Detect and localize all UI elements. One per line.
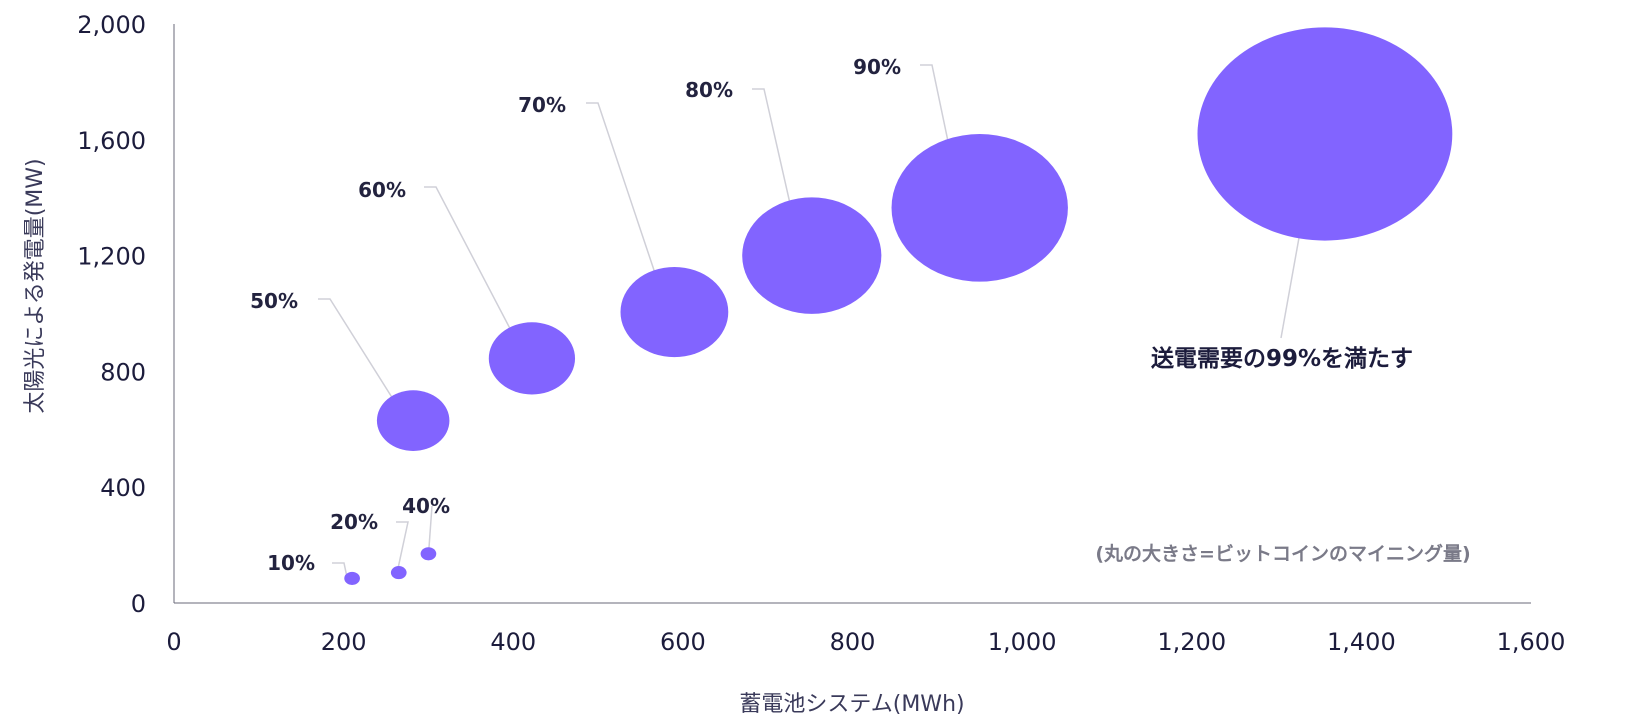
bubble-label: 70%: [518, 93, 566, 117]
y-tick-label: 400: [100, 474, 146, 502]
bubble: [390, 566, 407, 580]
y-tick-label: 800: [100, 358, 146, 386]
leader-line: [586, 102, 657, 275]
y-tick-label: 0: [131, 590, 146, 618]
x-tick-label: 200: [321, 628, 367, 656]
y-tick-label: 1,600: [77, 127, 146, 155]
leader-line: [920, 64, 950, 147]
leader-line: [752, 88, 792, 207]
bubbles: [344, 27, 1453, 585]
leader-line: [428, 505, 433, 548]
leader-line: [318, 298, 394, 400]
x-tick-label: 1,400: [1327, 628, 1396, 656]
bubble-label: 50%: [250, 289, 298, 313]
y-tick-label: 2,000: [77, 11, 146, 39]
bubble: [488, 322, 576, 395]
bubble: [891, 134, 1068, 282]
bubble: [742, 197, 882, 314]
bubble: [344, 571, 360, 585]
x-tick-label: 0: [166, 628, 181, 656]
leader-line: [1280, 227, 1302, 339]
x-tick-label: 600: [660, 628, 706, 656]
bubble: [620, 266, 729, 358]
bubble-label: 80%: [685, 78, 733, 102]
axes: 0 200 400 600 800 1,000 1,200 1,400 1,600 0 400 800…: [77, 11, 1565, 656]
x-tick-label: 1,600: [1497, 628, 1566, 656]
bubble-label: 90%: [853, 55, 901, 79]
leader-line: [424, 186, 512, 332]
leader-line: [332, 562, 348, 575]
y-axis-title: 太陽光による発電量(MW): [23, 158, 48, 413]
x-axis-title: 蓄電池システム(MWh): [739, 692, 964, 717]
leader-line: [396, 521, 409, 567]
x-tick-label: 1,000: [988, 628, 1057, 656]
x-tick-label: 800: [830, 628, 876, 656]
leader-lines: [318, 64, 1302, 575]
x-tick-label: 400: [490, 628, 536, 656]
bubble: [420, 547, 437, 561]
bubble-label: 10%: [267, 551, 315, 575]
x-tick-label: 1,200: [1157, 628, 1226, 656]
callout-text: 送電需要の99%を満たす: [1151, 345, 1413, 372]
bubble: [376, 390, 450, 451]
y-tick-label: 1,200: [77, 243, 146, 271]
bubble-label: 40%: [402, 494, 450, 518]
bubble-label: 60%: [358, 178, 406, 202]
bubble: [1197, 27, 1453, 241]
bubble-size-note: (丸の大きさ=ビットコインのマイニング量): [1095, 542, 1470, 565]
bubble-labels: 10% 20% 40% 50% 60% 70% 80% 90%: [250, 55, 901, 575]
bubble-label: 20%: [330, 510, 378, 534]
